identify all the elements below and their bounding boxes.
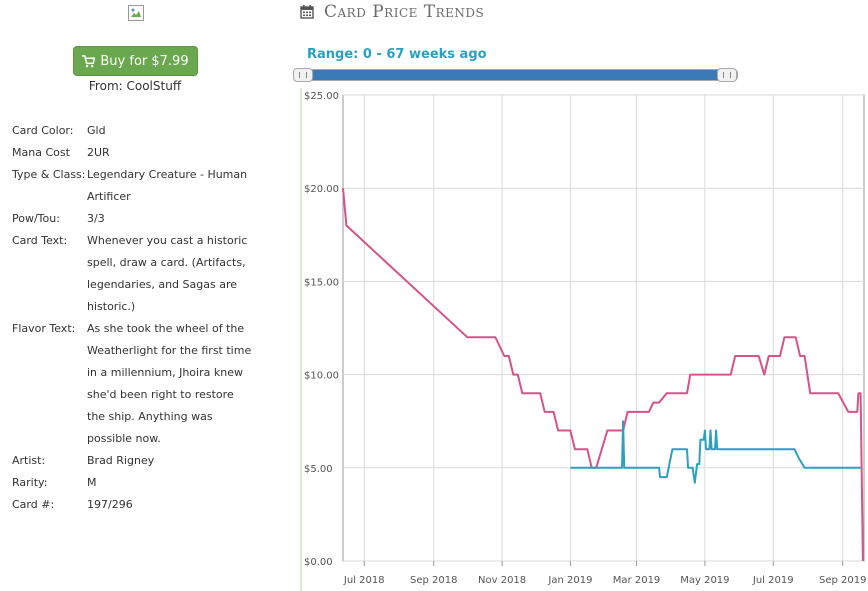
- series-line-2: [570, 420, 861, 484]
- detail-row: Card #: 197/296: [12, 494, 277, 516]
- range-slider-start-handle[interactable]: [293, 68, 313, 82]
- range-slider[interactable]: [293, 68, 738, 82]
- x-tick-label: Jul 2018: [343, 575, 385, 586]
- detail-value: 197/296: [87, 498, 133, 511]
- detail-key: Card Color:: [12, 124, 74, 137]
- y-tick-label: $5.00: [304, 464, 333, 475]
- detail-value: Legendary Creature - Human Artificer: [87, 168, 248, 203]
- calendar-icon: [300, 5, 314, 19]
- detail-value: 3/3: [87, 212, 105, 225]
- y-tick-label: $20.00: [304, 184, 339, 195]
- x-tick-label: Sep 2018: [410, 575, 457, 586]
- detail-row: Pow/Tou: 3/3: [12, 208, 277, 230]
- y-tick-label: $0.00: [304, 557, 333, 568]
- range-slider-end-handle[interactable]: [717, 68, 737, 82]
- detail-row: Artist: Brad Rigney: [12, 450, 277, 472]
- chart-header: Card Price Trends: [300, 0, 484, 24]
- y-tick-label: $15.00: [304, 277, 339, 288]
- detail-key: Type & Class:: [12, 168, 86, 181]
- detail-row: Type & Class: Legendary Creature - Human …: [12, 164, 277, 208]
- card-details: Card Color: Gld Mana Cost 2UR Type & Class: L…: [12, 120, 277, 516]
- detail-value: Brad Rigney: [87, 454, 155, 467]
- detail-key: Pow/Tou:: [12, 212, 60, 225]
- y-tick-label: $10.00: [304, 371, 339, 382]
- x-tick-label: Jul 2019: [752, 575, 794, 586]
- x-tick-label: May 2019: [680, 575, 729, 586]
- x-tick-label: Sep 2019: [819, 575, 866, 586]
- chart-title: Card Price Trends: [324, 2, 485, 22]
- detail-row: Mana Cost 2UR: [12, 142, 277, 164]
- x-tick-label: Mar 2019: [613, 575, 661, 586]
- buy-button-label: Buy for $7.99: [100, 53, 189, 69]
- shopping-cart-icon: [82, 54, 96, 67]
- detail-key: Flavor Text:: [12, 322, 76, 335]
- series-line-1: [342, 188, 864, 562]
- vendor-label: From: CoolStuff: [88, 79, 182, 93]
- x-tick-label: Jan 2019: [547, 575, 592, 586]
- range-label: Range: 0 - 67 weeks ago: [307, 47, 487, 62]
- detail-value: Gld: [87, 124, 106, 137]
- detail-row: Card Color: Gld: [12, 120, 277, 142]
- detail-value: Whenever you cast a historic spell, draw…: [87, 234, 248, 313]
- detail-row: Flavor Text: As she took the wheel of the…: [12, 318, 277, 450]
- detail-value: As she took the wheel of the Weatherligh…: [87, 322, 252, 445]
- detail-row: Card Text: Whenever you cast a historic s…: [12, 230, 277, 318]
- detail-key: Card Text:: [12, 234, 68, 247]
- detail-value: M: [87, 476, 97, 489]
- detail-row: Rarity: M: [12, 472, 277, 494]
- card-info-panel: Buy for $7.99 From: CoolStuff Card Color…: [0, 0, 290, 591]
- y-tick-label: $25.00: [304, 91, 339, 102]
- detail-key: Mana Cost: [12, 146, 70, 159]
- detail-value: 2UR: [87, 146, 110, 159]
- plot-area: [342, 94, 865, 562]
- buy-button[interactable]: Buy for $7.99: [73, 46, 198, 76]
- detail-key: Artist:: [12, 454, 46, 467]
- broken-image-icon: [128, 5, 144, 21]
- card-image: [128, 5, 144, 21]
- detail-key: Rarity:: [12, 476, 48, 489]
- detail-key: Card #:: [12, 498, 55, 511]
- x-tick-label: Nov 2018: [478, 575, 526, 586]
